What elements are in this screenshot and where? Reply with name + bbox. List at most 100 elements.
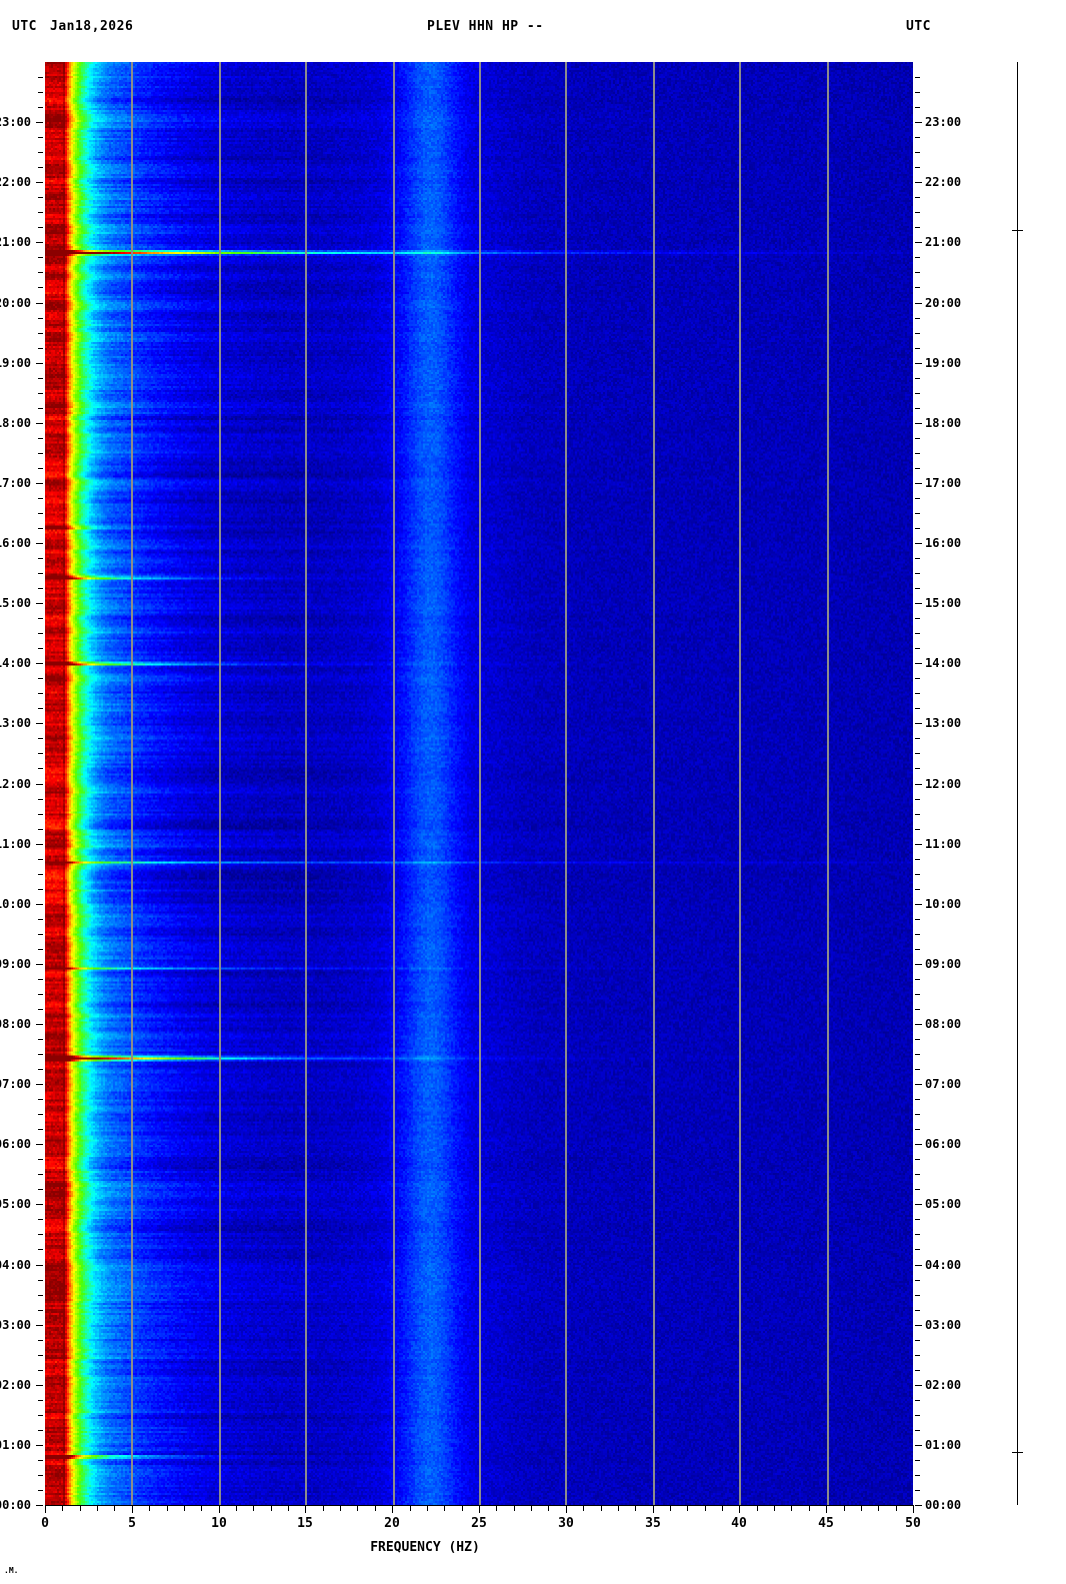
y-axis-minor-tick-right: [915, 648, 920, 649]
y-axis-major-tick-right: [915, 964, 922, 965]
y-axis-minor-tick-left: [38, 633, 43, 634]
y-axis-minor-tick-left: [38, 1249, 43, 1250]
x-axis-minor-tick: [184, 1506, 185, 1511]
y-axis-minor-tick-left: [38, 393, 43, 394]
y-axis-tick-label-left-00:00: 00:00: [0, 1498, 31, 1512]
x-axis-major-tick: [826, 1506, 827, 1513]
y-axis-tick-label-right-23:00: 23:00: [925, 115, 962, 129]
x-axis-minor-tick: [809, 1506, 810, 1511]
y-axis-tick-label-left-20:00: 20:00: [0, 296, 31, 310]
y-axis-minor-tick-right: [915, 1430, 920, 1431]
x-axis-tick-label-5: 5: [128, 1516, 136, 1531]
y-axis-minor-tick-right: [915, 1340, 920, 1341]
y-axis-minor-tick-left: [38, 513, 43, 514]
y-axis-minor-tick-left: [38, 1234, 43, 1235]
y-axis-tick-label-left-10:00: 10:00: [0, 897, 31, 911]
y-axis-major-tick-right: [915, 784, 922, 785]
y-axis-minor-tick-right: [915, 829, 920, 830]
x-axis-minor-tick: [167, 1506, 168, 1511]
y-axis-minor-tick-left: [38, 468, 43, 469]
scale-bar-tick-upper: [1012, 230, 1023, 231]
y-axis-minor-tick-right: [915, 438, 920, 439]
y-axis-tick-label-right-08:00: 08:00: [925, 1017, 962, 1031]
x-axis-minor-tick: [323, 1506, 324, 1511]
y-axis-minor-tick-right: [915, 1009, 920, 1010]
x-axis-tick-label-0: 0: [41, 1516, 49, 1531]
y-axis-minor-tick-right: [915, 573, 920, 574]
x-axis-minor-tick: [80, 1506, 81, 1511]
y-axis-minor-tick-right: [915, 693, 920, 694]
y-axis-tick-label-left-01:00: 01:00: [0, 1438, 31, 1452]
y-axis-tick-label-left-18:00: 18:00: [0, 416, 31, 430]
y-axis-major-tick-left: [36, 483, 43, 484]
y-axis-minor-tick-left: [38, 1039, 43, 1040]
x-axis-minor-tick: [149, 1506, 150, 1511]
y-axis-major-tick-left: [36, 423, 43, 424]
x-axis-minor-tick: [340, 1506, 341, 1511]
x-axis-minor-tick: [236, 1506, 237, 1511]
x-axis-minor-tick: [531, 1506, 532, 1511]
x-axis-major-tick: [653, 1506, 654, 1513]
y-axis-tick-label-right-14:00: 14:00: [925, 656, 962, 670]
x-axis-minor-tick: [757, 1506, 758, 1511]
y-axis-major-tick-left: [36, 723, 43, 724]
y-axis-minor-tick-left: [38, 799, 43, 800]
y-axis-minor-tick-left: [38, 648, 43, 649]
spectrogram-image: [45, 62, 913, 1505]
x-axis-minor-tick: [62, 1506, 63, 1511]
spectrogram-plot-area: [45, 62, 913, 1505]
x-axis-minor-tick: [97, 1506, 98, 1511]
y-axis-minor-tick-left: [38, 333, 43, 334]
y-axis-minor-tick-left: [38, 829, 43, 830]
y-axis-major-tick-right: [915, 1325, 922, 1326]
y-axis-tick-label-right-15:00: 15:00: [925, 596, 962, 610]
y-axis-major-tick-right: [915, 844, 922, 845]
y-axis-minor-tick-left: [38, 588, 43, 589]
y-axis-minor-tick-left: [38, 152, 43, 153]
x-axis-tick-label-50: 50: [905, 1516, 921, 1531]
y-axis-minor-tick-right: [915, 468, 920, 469]
y-axis-tick-label-right-07:00: 07:00: [925, 1077, 962, 1091]
y-axis-minor-tick-left: [38, 227, 43, 228]
y-axis-minor-tick-right: [915, 934, 920, 935]
y-axis-minor-tick-left: [38, 1475, 43, 1476]
y-axis-tick-label-left-05:00: 05:00: [0, 1197, 31, 1211]
y-axis-major-tick-left: [36, 784, 43, 785]
x-axis-minor-tick: [670, 1506, 671, 1511]
y-axis-minor-tick-left: [38, 498, 43, 499]
y-axis-minor-tick-left: [38, 1460, 43, 1461]
y-axis-tick-label-left-07:00: 07:00: [0, 1077, 31, 1091]
y-axis-minor-tick-right: [915, 874, 920, 875]
header-date-label: Jan18,2026: [50, 19, 134, 34]
y-axis-major-tick-left: [36, 543, 43, 544]
y-axis-minor-tick-left: [38, 77, 43, 78]
y-axis-minor-tick-right: [915, 1355, 920, 1356]
y-axis-minor-tick-right: [915, 708, 920, 709]
y-axis-minor-tick-right: [915, 753, 920, 754]
y-axis-tick-label-left-08:00: 08:00: [0, 1017, 31, 1031]
x-axis-tick-label-25: 25: [471, 1516, 487, 1531]
y-axis-minor-tick-left: [38, 1009, 43, 1010]
y-axis-minor-tick-left: [38, 1129, 43, 1130]
x-axis-tick-label-40: 40: [731, 1516, 747, 1531]
y-axis-major-tick-right: [915, 663, 922, 664]
y-axis-minor-tick-left: [38, 708, 43, 709]
y-axis-minor-tick-left: [38, 1219, 43, 1220]
y-axis-minor-tick-right: [915, 859, 920, 860]
y-axis-minor-tick-left: [38, 889, 43, 890]
y-axis-minor-tick-right: [915, 528, 920, 529]
y-axis-major-tick-left: [36, 964, 43, 965]
y-axis-tick-label-left-14:00: 14:00: [0, 656, 31, 670]
x-axis-minor-tick: [444, 1506, 445, 1511]
y-axis-minor-tick-right: [915, 1159, 920, 1160]
y-axis-minor-tick-left: [38, 1280, 43, 1281]
y-axis-minor-tick-right: [915, 1280, 920, 1281]
y-axis-minor-tick-right: [915, 167, 920, 168]
y-axis-minor-tick-right: [915, 77, 920, 78]
y-axis-major-tick-left: [36, 663, 43, 664]
y-axis-minor-tick-left: [38, 272, 43, 273]
y-axis-major-tick-right: [915, 904, 922, 905]
x-axis-major-tick: [392, 1506, 393, 1513]
x-axis-major-tick: [479, 1506, 480, 1513]
x-axis-major-tick: [219, 1506, 220, 1513]
